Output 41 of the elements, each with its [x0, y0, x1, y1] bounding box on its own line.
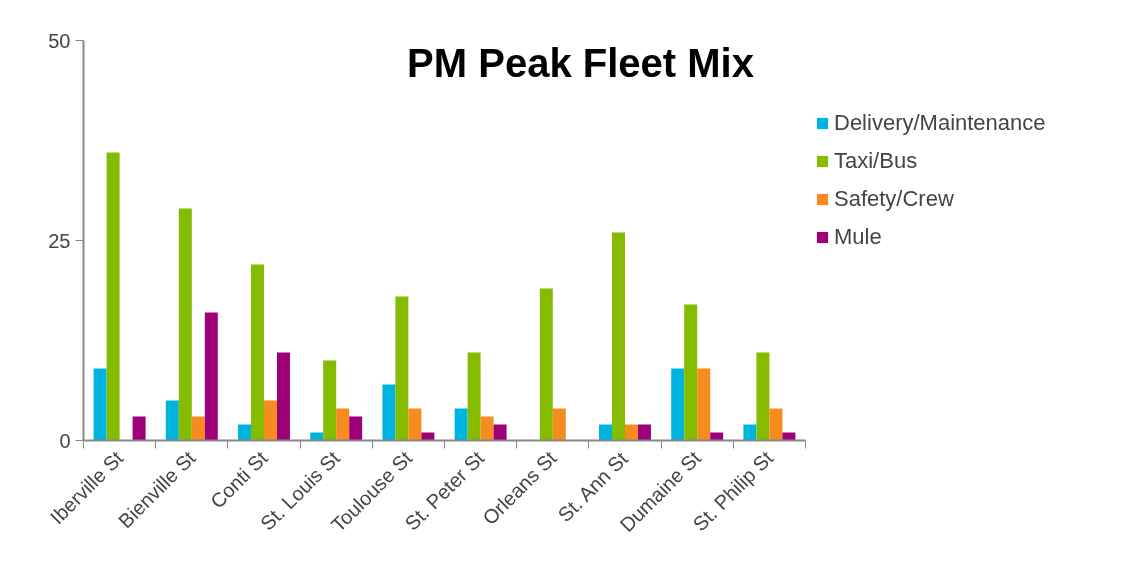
bar — [539, 288, 553, 441]
bar — [264, 400, 277, 441]
bar — [395, 296, 409, 441]
bar — [251, 264, 264, 441]
bar — [323, 360, 337, 441]
legend-label: Taxi/Bus — [834, 148, 918, 174]
legend-label: Mule — [834, 224, 882, 250]
bar — [178, 208, 192, 441]
bar — [408, 408, 422, 441]
bar — [480, 416, 494, 441]
bar — [625, 424, 638, 441]
bar — [467, 352, 481, 441]
y-tick-label: 25 — [48, 229, 71, 252]
bar — [132, 416, 146, 441]
bar — [638, 424, 651, 441]
bar — [599, 424, 612, 441]
legend-label: Delivery/Maintenance — [834, 110, 1046, 136]
bar — [336, 408, 350, 441]
bar — [349, 416, 363, 441]
legend-label: Safety/Crew — [834, 186, 954, 212]
bar — [697, 368, 711, 441]
bar — [684, 304, 698, 441]
bar — [191, 416, 205, 441]
bar — [106, 152, 120, 441]
bar — [743, 424, 757, 441]
bar — [204, 312, 218, 441]
chart-title: PM Peak Fleet Mix — [407, 40, 754, 85]
bar — [552, 408, 566, 441]
bar — [756, 352, 770, 441]
bar — [612, 232, 625, 441]
bar — [165, 400, 179, 441]
bar — [93, 368, 107, 441]
bar — [238, 424, 251, 441]
y-tick-label: 0 — [59, 429, 71, 452]
bar — [454, 408, 468, 441]
bar — [382, 384, 396, 441]
bar — [277, 352, 290, 441]
bar — [769, 408, 783, 441]
bar — [493, 424, 507, 441]
y-tick-label: 50 — [48, 29, 71, 52]
bar — [671, 368, 685, 441]
